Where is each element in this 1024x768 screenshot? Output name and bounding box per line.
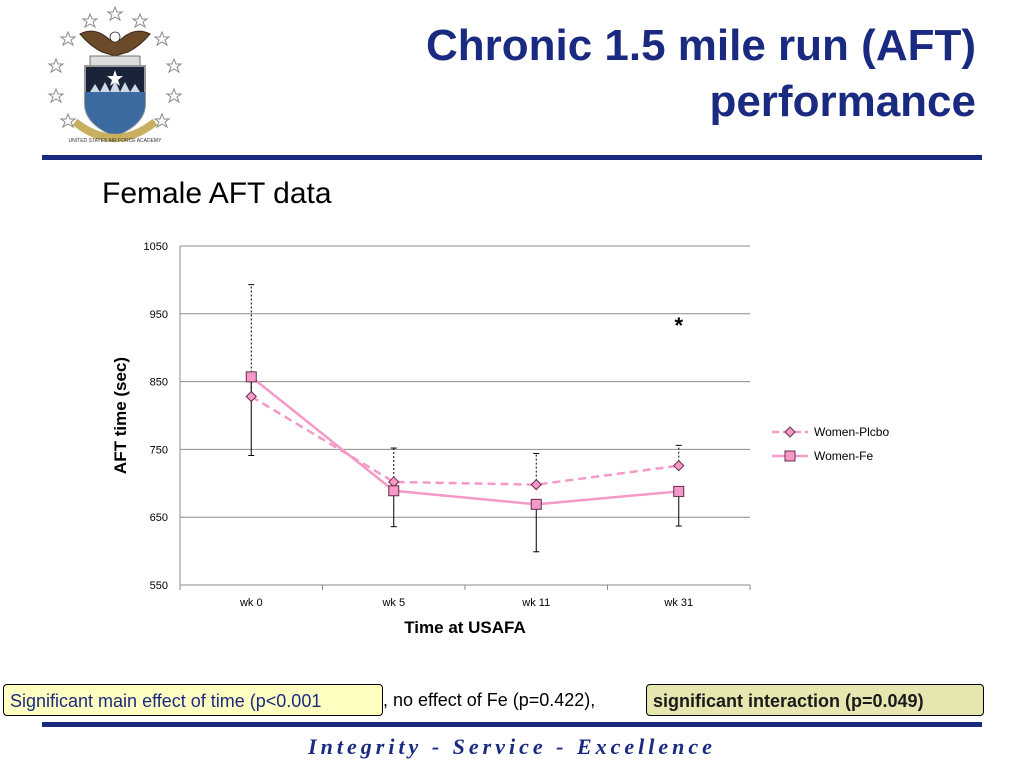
series-line: [250, 375, 679, 506]
x-tick-label: wk 0: [239, 597, 263, 609]
x-tick-label: wk 11: [521, 597, 550, 609]
usafa-logo-icon: UNITED STATES AIR FORCE ACADEMY: [47, 5, 183, 144]
significance-marker: *: [674, 313, 683, 338]
bottom-divider: [42, 722, 982, 727]
data-point-diamond: [245, 390, 257, 403]
statistics-summary: Significant main effect of time (p<0.001…: [0, 684, 1024, 718]
y-tick-label: 850: [150, 377, 168, 389]
y-tick-label: 650: [150, 512, 168, 524]
data-point-square: [388, 485, 400, 497]
legend-marker-diamond: [784, 426, 796, 438]
aft-line-chart: 550 650 750 850 950 1050 wk 0 wk 5 wk 11 wk 31 Tim…: [111, 241, 889, 637]
y-tick-label: 550: [150, 580, 168, 592]
slide-title: Chronic 1.5 mile run (AFT) performance: [276, 18, 976, 130]
slide-subtitle: Female AFT data: [102, 177, 332, 210]
y-tick-label: 1050: [144, 241, 168, 253]
data-point-square: [530, 498, 542, 510]
top-divider: [42, 155, 982, 160]
legend-label: Women-Plcbo: [814, 425, 889, 439]
svg-text:UNITED STATES AIR FORCE ACADEM: UNITED STATES AIR FORCE ACADEMY: [69, 138, 163, 144]
y-axis-title: AFT time (sec): [111, 357, 130, 474]
title-line-1: Chronic 1.5 mile run (AFT): [425, 21, 976, 70]
y-tick-label: 750: [150, 444, 168, 456]
x-tick-label: wk 5: [381, 597, 405, 609]
y-tick-label: 950: [150, 309, 168, 321]
x-tick-label: wk 31: [663, 597, 693, 609]
fe-effect-text: ), no effect of Fe (p=0.422),: [373, 684, 596, 716]
interaction-highlight: significant interaction (p=0.049): [646, 684, 984, 716]
data-point-diamond: [530, 478, 542, 491]
series-line: [250, 395, 679, 486]
footer-motto: Integrity - Service - Excellence: [308, 734, 716, 759]
legend-label: Women-Fe: [814, 449, 873, 463]
data-point-square: [245, 371, 257, 383]
data-point-diamond: [673, 459, 685, 472]
title-line-2: performance: [709, 77, 976, 126]
x-axis-title: Time at USAFA: [404, 618, 526, 637]
time-effect-highlight: Significant main effect of time (p<0.001: [3, 684, 383, 716]
data-point-square: [673, 485, 685, 497]
legend-marker-square: [784, 450, 796, 462]
